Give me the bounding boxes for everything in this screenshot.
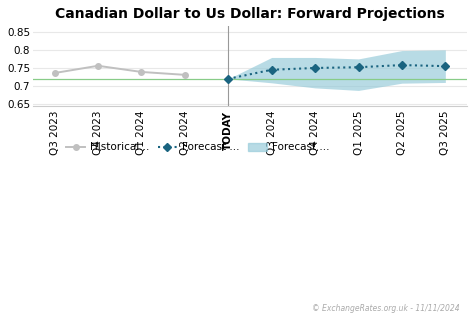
- Title: Canadian Dollar to Us Dollar: Forward Projections: Canadian Dollar to Us Dollar: Forward Pr…: [55, 7, 445, 21]
- Text: © ExchangeRates.org.uk - 11/11/2024: © ExchangeRates.org.uk - 11/11/2024: [312, 304, 460, 313]
- Legend: Historical..., Forecast ..., Forecast ...: Historical..., Forecast ..., Forecast ..…: [62, 138, 334, 157]
